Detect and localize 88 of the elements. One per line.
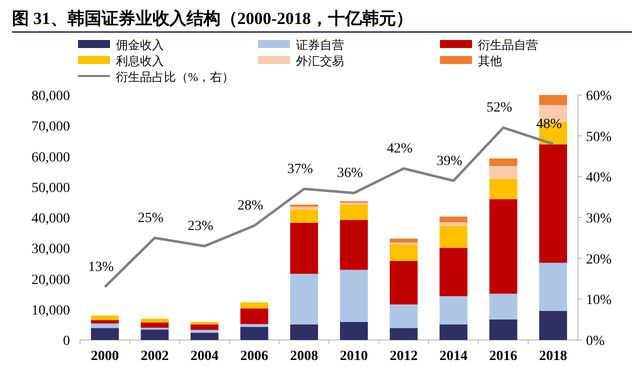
x-tick-label: 2010 bbox=[340, 349, 368, 364]
y2-tick-label: 60% bbox=[586, 89, 612, 104]
bar bbox=[90, 328, 119, 340]
bar bbox=[489, 158, 518, 166]
x-tick-label: 2012 bbox=[390, 349, 418, 364]
bar bbox=[390, 238, 418, 243]
x-tick-label: 2008 bbox=[290, 349, 318, 364]
data-label: 23% bbox=[188, 219, 214, 234]
bar bbox=[140, 322, 169, 328]
bar bbox=[340, 204, 368, 220]
data-label: 28% bbox=[237, 198, 264, 214]
y-tick-label: 40,000 bbox=[32, 212, 70, 226]
bar bbox=[290, 324, 318, 340]
bar bbox=[539, 310, 568, 340]
bar bbox=[539, 144, 568, 263]
bar bbox=[290, 210, 318, 223]
x-tick-label: 2004 bbox=[190, 349, 218, 364]
bar bbox=[90, 320, 119, 324]
bar bbox=[140, 330, 169, 340]
bar bbox=[290, 222, 318, 274]
y-tick-label: 10,000 bbox=[32, 303, 70, 318]
bar bbox=[340, 270, 368, 322]
bar bbox=[440, 216, 468, 222]
data-label: 52% bbox=[486, 100, 512, 116]
bar bbox=[240, 308, 268, 324]
bar bbox=[489, 294, 518, 320]
bar bbox=[390, 328, 418, 340]
bar bbox=[440, 226, 468, 248]
data-label: 39% bbox=[436, 154, 463, 169]
bar bbox=[489, 166, 518, 179]
x-tick-label: 2000 bbox=[90, 349, 119, 364]
data-label: 13% bbox=[88, 260, 114, 275]
x-tick-label: 2014 bbox=[440, 349, 468, 364]
bar bbox=[489, 319, 518, 340]
bar bbox=[539, 262, 568, 311]
y-tick-label: 0 bbox=[63, 334, 70, 349]
bar bbox=[90, 316, 119, 320]
data-label: 25% bbox=[138, 210, 164, 226]
bar bbox=[190, 324, 218, 330]
x-tick-label: 2016 bbox=[489, 349, 518, 364]
bar bbox=[190, 322, 218, 324]
bar bbox=[489, 199, 518, 294]
legend-label: 外汇交易 bbox=[296, 54, 344, 68]
bar bbox=[489, 178, 518, 200]
y-tick-label: 30,000 bbox=[32, 242, 70, 258]
x-tick-label: 2006 bbox=[240, 349, 268, 364]
chart-title: 图 31、韩国证券业收入结构（2000-2018，十亿韩元） bbox=[12, 9, 413, 28]
bar bbox=[390, 244, 418, 261]
legend-label: 利息收入 bbox=[116, 54, 164, 68]
bar bbox=[390, 304, 418, 328]
data-label: 37% bbox=[287, 162, 314, 177]
bar bbox=[390, 260, 418, 304]
bar bbox=[190, 330, 218, 333]
y2-tick-label: 10% bbox=[586, 293, 612, 308]
bar bbox=[440, 222, 468, 226]
y2-tick-label: 20% bbox=[586, 252, 612, 268]
y2-tick-label: 50% bbox=[586, 130, 612, 145]
bar bbox=[290, 274, 318, 324]
x-tick-label: 2002 bbox=[140, 349, 169, 364]
y2-tick-label: 0% bbox=[586, 334, 605, 349]
y2-tick-label: 30% bbox=[586, 212, 612, 226]
bar bbox=[340, 322, 368, 340]
bar bbox=[340, 220, 368, 270]
legend-label: 佣金收入 bbox=[116, 38, 164, 52]
y-tick-label: 80,000 bbox=[32, 89, 70, 104]
legend-label: 其他 bbox=[478, 54, 502, 68]
y-tick-label: 20,000 bbox=[32, 272, 70, 288]
data-label: 36% bbox=[337, 166, 364, 181]
bar bbox=[240, 302, 268, 308]
bar bbox=[190, 332, 218, 340]
bar bbox=[290, 206, 318, 210]
x-tick-label: 2018 bbox=[539, 349, 568, 364]
legend-label: 衍生品占比（%，右） bbox=[116, 70, 234, 84]
legend-label: 证券自营 bbox=[296, 38, 344, 52]
bar bbox=[539, 95, 568, 106]
bar bbox=[440, 296, 468, 324]
bar bbox=[240, 324, 268, 327]
y2-tick-label: 40% bbox=[586, 170, 612, 186]
bar bbox=[140, 318, 169, 323]
data-label: 42% bbox=[386, 142, 413, 156]
y-tick-label: 50,000 bbox=[32, 180, 70, 196]
bar bbox=[90, 323, 119, 328]
bar bbox=[240, 326, 268, 340]
legend-label: 衍生品自营 bbox=[478, 38, 538, 52]
bar bbox=[440, 248, 468, 296]
y-tick-label: 60,000 bbox=[32, 150, 70, 166]
bar bbox=[440, 324, 468, 340]
y-tick-label: 70,000 bbox=[32, 120, 70, 135]
